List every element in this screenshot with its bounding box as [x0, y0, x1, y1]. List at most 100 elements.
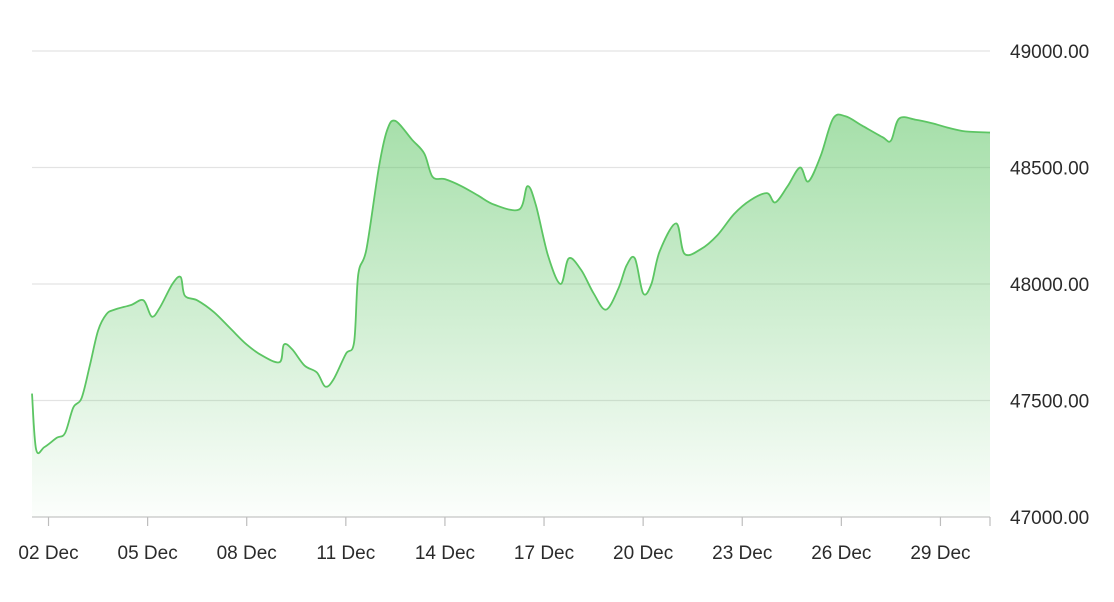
- data-point: [915, 119, 916, 120]
- data-point: [366, 248, 367, 249]
- data-point: [292, 349, 293, 350]
- data-point: [333, 379, 334, 380]
- data-point: [651, 283, 652, 284]
- data-point: [114, 309, 115, 310]
- x-tick-label: 26 Dec: [811, 543, 871, 564]
- data-point: [97, 330, 98, 331]
- data-point: [717, 234, 718, 235]
- data-point: [882, 137, 883, 138]
- data-point: [659, 251, 660, 252]
- x-tick-label: 29 Dec: [910, 543, 970, 564]
- data-point: [151, 316, 152, 317]
- data-point: [560, 283, 561, 284]
- data-point: [378, 167, 379, 168]
- y-axis: 47000.00 47500.00 48000.00 48500.00 49000.00: [1010, 42, 1089, 529]
- data-point: [832, 118, 833, 119]
- series-line: [31, 113, 991, 455]
- plot-area: [31, 113, 991, 517]
- data-point: [899, 118, 900, 119]
- data-point: [932, 123, 933, 124]
- data-point: [766, 193, 767, 194]
- data-point: [568, 258, 569, 259]
- data-point: [304, 365, 305, 366]
- data-point: [263, 356, 264, 357]
- data-point: [548, 255, 549, 256]
- data-point: [820, 155, 821, 156]
- data-point: [535, 204, 536, 205]
- data-point: [432, 176, 433, 177]
- data-point: [411, 139, 412, 140]
- data-point: [36, 449, 37, 450]
- data-point: [197, 300, 198, 301]
- data-point: [31, 393, 32, 394]
- data-point: [283, 344, 284, 345]
- data-point: [593, 293, 594, 294]
- data-point: [527, 186, 528, 187]
- data-point: [861, 125, 862, 126]
- data-point: [387, 130, 388, 131]
- data-point: [73, 407, 74, 408]
- data-point: [345, 353, 346, 354]
- data-point: [213, 311, 214, 312]
- x-tick-label: 02 Dec: [18, 543, 78, 564]
- y-tick-label: 48500.00: [1010, 159, 1089, 180]
- data-point: [626, 265, 627, 266]
- data-point: [159, 307, 160, 308]
- x-tick-label: 05 Dec: [118, 543, 178, 564]
- data-point: [676, 223, 677, 224]
- data-point: [316, 372, 317, 373]
- series-area: [32, 114, 990, 517]
- data-point: [230, 328, 231, 329]
- x-axis: 02 Dec 05 Dec 08 Dec 11 Dec 14 Dec 17 Dec 20 D…: [18, 517, 991, 564]
- data-point: [56, 437, 57, 438]
- data-point: [618, 288, 619, 289]
- y-tick-label: 49000.00: [1010, 42, 1089, 63]
- data-point: [605, 309, 606, 310]
- data-point: [89, 365, 90, 366]
- data-point: [395, 120, 396, 121]
- data-point: [64, 433, 65, 434]
- y-tick-label: 47000.00: [1010, 508, 1089, 529]
- data-point: [444, 179, 445, 180]
- data-point: [684, 253, 685, 254]
- x-tick-label: 11 Dec: [316, 543, 375, 564]
- y-tick-label: 48000.00: [1010, 275, 1089, 296]
- data-point: [808, 181, 809, 182]
- data-point: [989, 132, 990, 133]
- data-point: [700, 248, 701, 249]
- data-point: [643, 293, 644, 294]
- x-tick-label: 17 Dec: [514, 543, 574, 564]
- data-point: [172, 283, 173, 284]
- data-point: [106, 314, 107, 315]
- data-point: [477, 195, 478, 196]
- data-point: [180, 276, 181, 277]
- data-point: [845, 116, 846, 117]
- data-point: [733, 214, 734, 215]
- x-tick-label: 23 Dec: [712, 543, 772, 564]
- data-point: [325, 386, 326, 387]
- data-point: [358, 274, 359, 275]
- data-point: [184, 295, 185, 296]
- data-point: [965, 131, 966, 132]
- data-point: [353, 342, 354, 343]
- data-point: [494, 204, 495, 205]
- data-point: [634, 258, 635, 259]
- data-point: [948, 127, 949, 128]
- data-point: [246, 344, 247, 345]
- y-tick-label: 47500.00: [1010, 392, 1089, 413]
- data-point: [279, 361, 280, 362]
- data-point: [519, 209, 520, 210]
- data-point: [890, 140, 891, 141]
- data-point: [424, 153, 425, 154]
- data-point: [581, 269, 582, 270]
- data-point: [750, 200, 751, 201]
- data-point: [143, 300, 144, 301]
- data-point: [131, 304, 132, 305]
- data-point: [44, 447, 45, 448]
- data-point: [775, 202, 776, 203]
- data-point: [461, 186, 462, 187]
- x-tick-label: 08 Dec: [217, 543, 277, 564]
- x-tick-label: 14 Dec: [415, 543, 475, 564]
- data-point: [799, 167, 800, 168]
